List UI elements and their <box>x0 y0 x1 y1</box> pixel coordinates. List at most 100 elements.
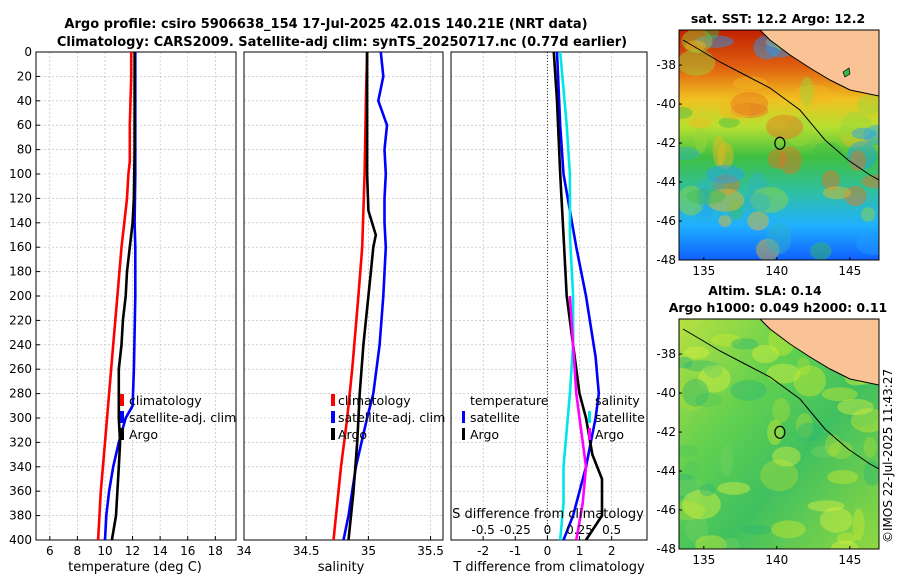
texture-blob <box>747 211 769 231</box>
sla-map-title-line1: Altim. SLA: 0.14 <box>708 283 822 298</box>
map-y-tick-label: -44 <box>656 464 676 478</box>
legend-swatch-s-argo <box>588 428 591 440</box>
texture-blob <box>840 111 872 140</box>
x-tick-label: 35 <box>361 544 376 558</box>
texture-blob <box>681 30 713 54</box>
texture-blob <box>771 520 806 539</box>
texture-blob <box>750 187 789 213</box>
y-tick-label: 300 <box>9 411 32 425</box>
temperature-xlabel: temperature (deg C) <box>68 560 202 575</box>
y-tick-label: 20 <box>17 69 32 83</box>
series-line-climatology <box>332 51 369 541</box>
texture-blob <box>683 360 717 372</box>
legend-swatch-satellite-adj <box>331 411 335 423</box>
texture-blob <box>852 508 865 541</box>
texture-blob <box>679 106 693 119</box>
legend-swatch-climatology <box>120 394 124 406</box>
x-tick-label: 10 <box>97 544 112 558</box>
temperature-yticks: 0 20 40 60 80 100 120 140 160 180 200 220 240 260 280 3… <box>9 45 40 547</box>
texture-blob <box>733 76 768 90</box>
map-y-tick-label: -44 <box>656 175 676 189</box>
texture-blob <box>837 126 857 142</box>
texture-blob <box>796 422 823 442</box>
texture-blob <box>679 146 701 161</box>
figure-title-line1: Argo profile: csiro 5906638_154 17-Jul-2… <box>64 17 587 32</box>
sst-island <box>842 67 851 78</box>
texture-blob <box>694 178 726 208</box>
texture-blob <box>748 172 768 204</box>
y-tick-label: 220 <box>9 313 32 327</box>
texture-blob <box>694 207 714 218</box>
y-tick-label: 360 <box>9 484 32 498</box>
sla-map-title-line2: Argo h1000: 0.049 h2000: 0.11 <box>669 300 888 315</box>
temperature-panel: 0 20 40 60 80 100 120 140 160 180 200 220 240 260 280 3… <box>9 45 237 575</box>
texture-blob <box>721 537 740 549</box>
map-x-tick-label: 145 <box>838 264 861 278</box>
texture-blob <box>778 146 802 175</box>
texture-blob <box>856 231 879 256</box>
texture-blob <box>711 333 742 347</box>
top-tick-label: -0.25 <box>500 523 531 537</box>
series-line-climatology <box>96 52 133 541</box>
texture-blob <box>844 185 867 207</box>
x-tick-label: 34 <box>236 544 251 558</box>
texture-blob <box>706 188 745 212</box>
texture-blob <box>686 188 726 205</box>
sst-coastline <box>759 30 879 97</box>
texture-blob <box>772 446 801 467</box>
texture-blob <box>810 242 832 260</box>
difference-grid <box>451 51 647 541</box>
texture-blob <box>793 84 834 105</box>
sst-argo-marker <box>774 136 786 150</box>
x-tick-label: 14 <box>152 544 167 558</box>
texture-blob <box>857 94 879 115</box>
map-y-tick-label: -38 <box>656 347 676 361</box>
salinity-grid <box>243 51 443 541</box>
legend-swatch-t-argo <box>462 428 465 440</box>
legend-label-satellite-adj: satellite-adj. clim <box>129 410 236 425</box>
map-y-tick-label: -46 <box>656 503 676 517</box>
texture-blob <box>796 356 811 376</box>
salinity-xticks: 34 34.5 35 35.5 <box>236 536 444 558</box>
texture-blob <box>841 128 871 148</box>
texture-blob <box>682 489 721 520</box>
y-tick-label: 380 <box>9 509 32 523</box>
y-tick-label: 80 <box>17 143 32 157</box>
legend-label-satellite-adj: satellite-adj. clim <box>338 410 445 425</box>
x-tick-label: 1 <box>576 544 584 558</box>
x-tick-label: 0 <box>544 544 552 558</box>
map-y-tick-label: -40 <box>656 97 676 111</box>
legend-swatch-s-satellite <box>588 411 591 423</box>
texture-blob <box>728 199 744 221</box>
y-tick-label: 40 <box>17 94 32 108</box>
sst-map-title: sat. SST: 12.2 Argo: 12.2 <box>691 11 865 26</box>
series-line-argo <box>110 52 136 541</box>
texture-blob <box>683 346 710 359</box>
texture-blob <box>688 117 712 129</box>
salinity-xlabel: salinity <box>318 560 365 575</box>
texture-blob <box>861 207 876 222</box>
texture-blob <box>822 186 852 200</box>
texture-blob <box>819 507 853 533</box>
sla-map-frame <box>678 318 880 550</box>
x-tick-label: 8 <box>74 544 82 558</box>
top-tick-label: 0 <box>544 523 552 537</box>
temperature-legend: climatology satellite-adj. clim Argo <box>120 393 236 442</box>
top-tick-label: 0.25 <box>566 523 593 537</box>
legend-swatch-satellite-adj <box>120 411 124 423</box>
texture-blob <box>821 170 840 191</box>
legend-label-climatology: climatology <box>338 393 411 408</box>
texture-blob <box>698 365 731 393</box>
texture-blob <box>698 186 711 209</box>
texture-blob <box>684 461 700 480</box>
map-x-tick-label: 135 <box>692 264 715 278</box>
temperature-lines <box>96 52 137 541</box>
x-tick-label: 6 <box>46 544 54 558</box>
sst-map-frame <box>678 29 880 261</box>
map-y-tick-label: -48 <box>656 542 676 556</box>
texture-blob <box>760 459 799 492</box>
texture-blob <box>712 135 726 167</box>
x-tick-label: 34.5 <box>293 544 320 558</box>
texture-blob <box>720 444 733 477</box>
